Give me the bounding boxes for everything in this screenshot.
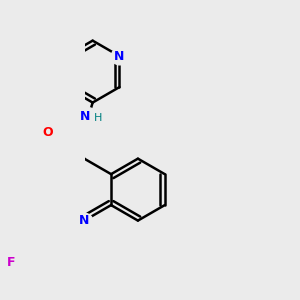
Text: N: N bbox=[114, 50, 124, 63]
Text: O: O bbox=[42, 126, 53, 139]
Text: F: F bbox=[7, 256, 15, 269]
Text: H: H bbox=[94, 113, 102, 124]
Text: N: N bbox=[79, 214, 89, 227]
Text: N: N bbox=[80, 110, 90, 123]
